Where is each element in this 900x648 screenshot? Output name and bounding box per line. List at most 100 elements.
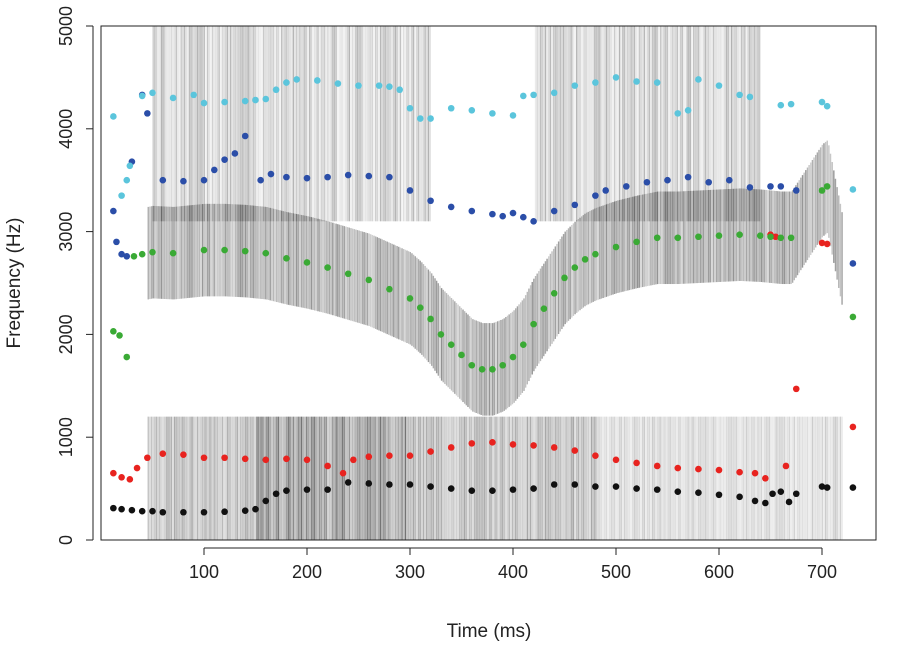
point-F4: [272, 86, 280, 94]
point-F1: [633, 459, 640, 467]
x-tick-label: 400: [498, 562, 528, 582]
point-F1: [303, 456, 311, 464]
point-F2: [116, 332, 123, 339]
point-F1: [489, 439, 496, 446]
point-F2: [468, 361, 476, 369]
point-F1: [339, 469, 347, 477]
point-F0: [695, 489, 702, 497]
point-F2: [303, 259, 311, 266]
point-F3: [643, 178, 651, 186]
point-F4: [633, 78, 640, 85]
point-F2: [653, 234, 661, 242]
point-F3: [257, 176, 264, 184]
point-F2: [674, 234, 682, 242]
point-F2: [130, 252, 138, 260]
point-F0: [180, 508, 187, 516]
point-F4: [684, 106, 692, 114]
point-F1: [736, 468, 743, 476]
point-F4: [674, 110, 682, 117]
y-tick-label: 4000: [56, 109, 76, 149]
point-F0: [468, 487, 476, 494]
point-F3: [767, 183, 774, 190]
point-F0: [252, 505, 259, 513]
spectrogram-background: [147, 26, 843, 540]
x-axis: 100 200 300 400 500 600 700: [189, 547, 837, 582]
point-F2: [149, 248, 156, 256]
x-tick-label: 100: [189, 562, 219, 582]
point-F4: [293, 76, 301, 83]
point-F3: [123, 252, 131, 260]
point-F0: [365, 480, 373, 487]
point-F4: [169, 94, 177, 102]
point-F4: [314, 77, 321, 84]
series-F4: [110, 74, 857, 199]
point-F2: [458, 351, 465, 359]
point-F3: [746, 184, 754, 191]
point-F2: [736, 231, 743, 238]
point-F1: [509, 441, 517, 448]
point-F2: [715, 232, 723, 240]
point-F3: [602, 187, 609, 194]
point-F1: [200, 454, 208, 462]
point-F2: [406, 295, 414, 302]
point-F0: [241, 507, 249, 515]
point-F0: [777, 488, 785, 495]
point-F2: [571, 264, 579, 271]
point-F4: [468, 106, 476, 114]
point-F3: [468, 207, 476, 215]
y-tick-label: 5000: [56, 6, 76, 46]
point-F3: [221, 156, 228, 163]
point-F0: [272, 490, 280, 498]
point-F0: [283, 487, 290, 494]
point-F2: [478, 366, 486, 373]
point-F0: [653, 486, 661, 493]
point-F0: [200, 508, 208, 516]
point-F4: [447, 104, 455, 112]
point-F3: [144, 110, 151, 117]
point-F1: [159, 450, 167, 457]
point-F2: [777, 234, 785, 242]
series-F0: [110, 479, 857, 516]
point-F3: [211, 166, 218, 174]
point-F4: [221, 98, 228, 106]
point-F1: [772, 233, 779, 241]
point-F2: [581, 256, 589, 263]
point-F1: [571, 447, 579, 454]
point-F3: [849, 260, 857, 267]
point-F4: [126, 162, 134, 170]
point-F0: [138, 507, 146, 515]
point-F1: [612, 456, 620, 464]
point-F1: [751, 469, 759, 477]
point-F2: [756, 232, 764, 240]
point-F2: [592, 250, 599, 258]
x-tick-label: 300: [395, 562, 425, 582]
point-F3: [530, 218, 537, 225]
point-F4: [375, 82, 383, 89]
point-F4: [823, 102, 831, 110]
point-F2: [437, 331, 445, 338]
series-F2: [110, 183, 857, 373]
point-F0: [818, 483, 826, 490]
point-F1: [110, 469, 117, 477]
point-F0: [530, 485, 537, 492]
point-F2: [447, 341, 455, 348]
point-F3: [623, 183, 630, 190]
x-tick-label: 700: [807, 562, 837, 582]
point-F3: [592, 192, 599, 199]
point-F4: [715, 82, 723, 89]
point-F0: [792, 490, 800, 498]
point-F0: [592, 483, 599, 490]
point-F0: [751, 497, 759, 505]
series-F1: [110, 231, 857, 483]
point-F4: [550, 89, 558, 97]
point-F3: [118, 250, 125, 258]
point-F2: [849, 313, 857, 321]
point-F4: [612, 74, 620, 81]
point-F3: [365, 172, 373, 180]
point-F3: [231, 150, 239, 157]
y-tick-label: 2000: [56, 314, 76, 354]
point-F2: [221, 246, 228, 254]
point-F1: [447, 444, 455, 451]
point-F4: [355, 82, 362, 89]
point-F4: [262, 95, 270, 103]
